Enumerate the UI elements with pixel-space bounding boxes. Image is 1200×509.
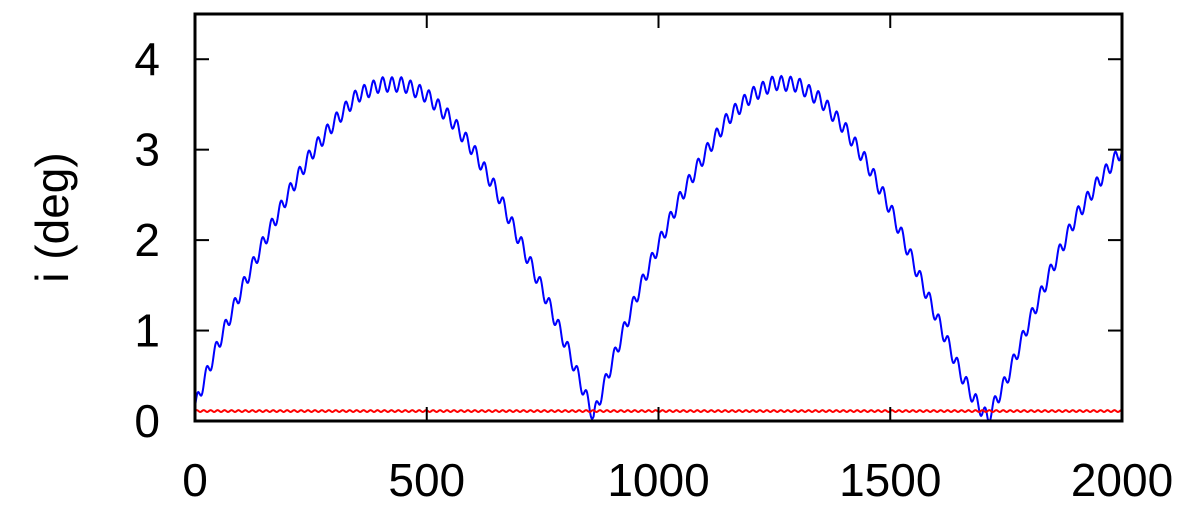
ticks-layer: 0 500 1000 1500 2000 0 1 2 3 4 [134,14,1173,506]
plot-frame [193,12,1124,423]
x-tick-label-1: 500 [388,454,465,506]
y-tick-label-1: 1 [134,305,160,357]
y-tick-label-3: 3 [134,124,160,176]
y-axis-title: i (deg) [26,152,78,282]
x-tick-label-2: 1000 [607,454,709,506]
series-line-0 [194,74,1123,423]
y-tick-label-2: 2 [134,214,160,266]
series-layer [194,74,1123,423]
x-tick-label-3: 1500 [839,454,941,506]
x-tick-label-4: 2000 [1071,454,1173,506]
y-tick-label-4: 4 [134,33,160,85]
y-tick-label-0: 0 [134,395,160,447]
x-tick-label-0: 0 [182,454,208,506]
